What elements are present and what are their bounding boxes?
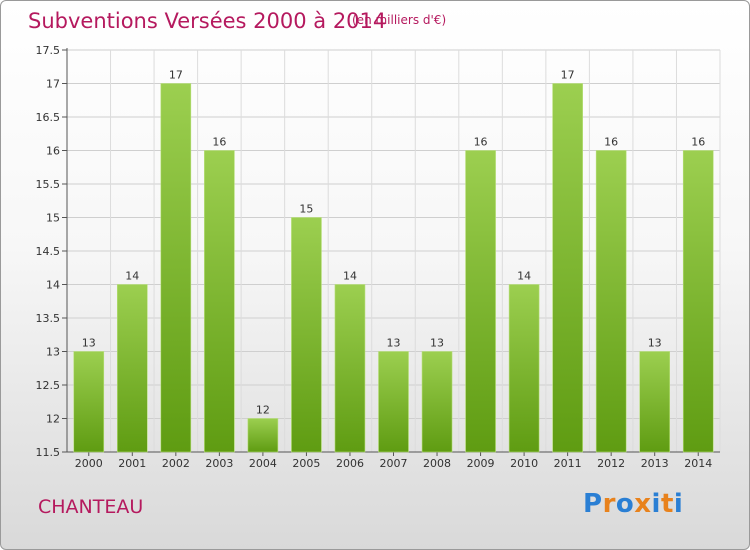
unit-label: (en milliers d'€) (352, 13, 447, 27)
data-label-2000: 13 (82, 337, 96, 350)
x-tick-label-2009: 2009 (467, 457, 495, 470)
data-labels: 13 14 17 16 12 15 14 13 13 16 14 17 16 13 16 (82, 69, 705, 417)
bar-2007 (378, 351, 409, 453)
data-label-2003: 16 (212, 136, 226, 149)
commune-name: CHANTEAU (38, 496, 144, 518)
x-tick-label-2012: 2012 (597, 457, 625, 470)
logo-letter: x (634, 489, 652, 519)
y-tick-label: 13.5 (36, 312, 61, 325)
x-tick-label-2011: 2011 (554, 457, 582, 470)
chart-title: Subventions Versées 2000 à 2014 (28, 9, 387, 33)
bar-2005 (291, 217, 322, 453)
x-tick-label-2006: 2006 (336, 457, 364, 470)
y-tick-label: 17.5 (36, 44, 61, 57)
data-label-2014: 16 (691, 136, 705, 149)
bar-2002 (160, 83, 192, 453)
y-tick-label: 13 (46, 346, 60, 359)
bar-2010 (508, 284, 540, 453)
data-label-2005: 15 (299, 203, 313, 216)
data-label-2006: 14 (343, 270, 357, 283)
data-label-2010: 14 (517, 270, 531, 283)
bar-2012 (595, 150, 627, 453)
data-label-2012: 16 (604, 136, 618, 149)
y-tick-label: 16.5 (36, 111, 61, 124)
x-tick-label-2014: 2014 (684, 457, 712, 470)
logo-letter: i (651, 489, 661, 519)
bar-2004 (247, 418, 279, 453)
y-tick-label: 12 (46, 413, 60, 426)
logo-letter: r (602, 489, 616, 519)
bar-2003 (204, 150, 235, 453)
bars (73, 83, 714, 453)
x-tick-label-2007: 2007 (380, 457, 408, 470)
y-tick-label: 16 (46, 145, 60, 158)
logo-letter: P (583, 489, 603, 519)
x-tick-label-2001: 2001 (118, 457, 146, 470)
bar-2011 (552, 83, 583, 453)
x-tick-label-2008: 2008 (423, 457, 451, 470)
data-label-2002: 17 (169, 69, 183, 82)
proxiti-logo: Proxiti (583, 489, 683, 519)
x-tick-label-2003: 2003 (205, 457, 233, 470)
y-tick-label: 15.5 (36, 178, 61, 191)
x-tick-label-2005: 2005 (292, 457, 320, 470)
x-tick-label-2000: 2000 (75, 457, 103, 470)
bar-2009 (465, 150, 496, 453)
bar-2013 (639, 351, 671, 453)
bar-2001 (117, 284, 148, 453)
y-tick-label: 11.5 (36, 446, 61, 459)
data-label-2001: 14 (125, 270, 139, 283)
data-label-2008: 13 (430, 337, 444, 350)
data-label-2004: 12 (256, 404, 270, 417)
bar-2000 (73, 351, 105, 453)
data-label-2013: 13 (648, 337, 662, 350)
logo-letter: o (615, 489, 635, 519)
data-label-2011: 17 (561, 69, 575, 82)
logo-letter: i (673, 489, 684, 519)
x-tick-label-2010: 2010 (510, 457, 538, 470)
x-tick-label-2002: 2002 (162, 457, 190, 470)
data-label-2007: 13 (387, 337, 401, 350)
x-tick-label-2013: 2013 (641, 457, 669, 470)
bar-2006 (334, 284, 366, 453)
data-label-2009: 16 (474, 136, 488, 149)
y-tick-label: 15 (46, 212, 60, 225)
y-tick-label: 12.5 (36, 379, 61, 392)
y-tick-label: 14.5 (36, 245, 61, 258)
y-tick-label: 17 (46, 78, 60, 91)
y-tick-label: 14 (46, 279, 60, 292)
bar-2014 (682, 150, 714, 453)
logo-letter: t (660, 489, 674, 519)
bar-2008 (421, 351, 453, 453)
x-tick-label-2004: 2004 (249, 457, 277, 470)
